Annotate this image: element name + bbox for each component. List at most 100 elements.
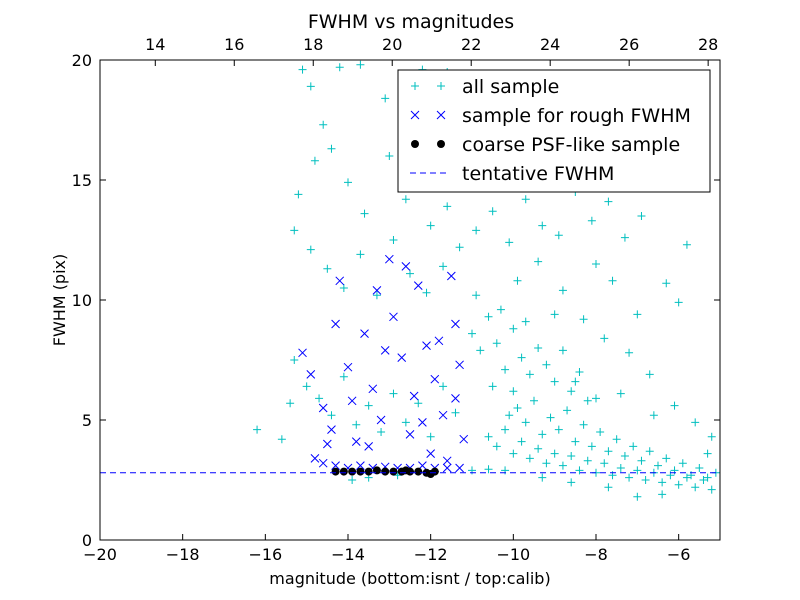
legend-label: all sample xyxy=(462,76,559,98)
rough-fwhm-point xyxy=(318,403,328,413)
top-tick-label: 16 xyxy=(224,35,244,54)
all-sample-point xyxy=(492,339,501,348)
all-sample-point xyxy=(364,401,373,410)
psf-like-point xyxy=(348,467,357,476)
all-sample-point xyxy=(319,120,328,129)
rough-fwhm-point xyxy=(372,286,382,295)
all-sample-point xyxy=(707,432,716,441)
all-sample-point xyxy=(604,447,613,456)
all-sample-point xyxy=(579,315,588,324)
all-sample-point xyxy=(401,195,410,204)
all-sample-point xyxy=(563,406,572,415)
all-sample-point xyxy=(703,473,712,482)
all-sample-point xyxy=(286,399,295,408)
y-tick-label: 5 xyxy=(82,411,92,430)
y-tick-label: 10 xyxy=(72,291,92,310)
all-sample-point xyxy=(277,435,286,444)
rough-fwhm-point xyxy=(418,418,427,427)
rough-fwhm-point xyxy=(364,442,374,451)
all-sample-point xyxy=(625,473,634,482)
all-sample-point xyxy=(550,310,559,319)
psf-like-point xyxy=(381,467,390,476)
all-sample-point xyxy=(356,60,365,69)
all-sample-point xyxy=(468,329,476,338)
legend-marker-2 xyxy=(410,110,420,120)
all-sample-point xyxy=(538,221,547,230)
all-sample-point xyxy=(509,324,518,333)
all-sample-point xyxy=(612,435,621,444)
chart-title: FWHM vs magnitudes xyxy=(308,11,514,33)
all-sample-point xyxy=(389,389,398,398)
top-tick-label: 24 xyxy=(540,35,560,54)
all-sample-point xyxy=(604,483,613,492)
all-sample-point xyxy=(439,382,448,391)
all-sample-point xyxy=(608,276,617,285)
legend-label: coarse PSF-like sample xyxy=(462,134,680,156)
all-sample-point xyxy=(538,473,547,482)
all-sample-point xyxy=(534,344,543,352)
all-sample-point xyxy=(472,291,481,300)
all-sample-point xyxy=(525,454,534,463)
all-sample-point xyxy=(691,418,700,427)
legend-marker-3 xyxy=(437,140,445,148)
y-axis-title: FWHM (pix) xyxy=(50,254,69,347)
rough-fwhm-point xyxy=(376,415,386,425)
all-sample-point xyxy=(484,465,493,474)
rough-fwhm-point xyxy=(442,463,452,473)
all-sample-point xyxy=(670,401,679,410)
top-tick-label: 14 xyxy=(145,35,165,54)
all-sample-point xyxy=(530,396,538,405)
all-sample-point xyxy=(554,425,563,434)
all-sample-point xyxy=(600,459,609,468)
rough-fwhm-point xyxy=(426,449,436,458)
all-sample-point xyxy=(521,195,530,204)
legend-marker-3 xyxy=(411,140,419,148)
x-tick-label: −8 xyxy=(584,545,608,564)
rough-fwhm-point xyxy=(446,271,456,281)
rough-fwhm-point xyxy=(451,319,460,329)
all-sample-point xyxy=(637,212,646,220)
all-sample-point xyxy=(509,449,518,458)
all-sample-point xyxy=(406,269,414,278)
all-sample-point xyxy=(571,377,580,386)
all-sample-point xyxy=(625,348,634,357)
all-sample-point xyxy=(662,454,671,463)
all-sample-point xyxy=(682,473,691,482)
rough-fwhm-point xyxy=(331,319,340,329)
all-sample-point xyxy=(592,394,600,403)
x-tick-label: −18 xyxy=(166,545,200,564)
all-sample-point xyxy=(596,428,605,436)
all-sample-point xyxy=(620,452,629,460)
all-sample-point xyxy=(381,94,390,103)
legend-marker-2 xyxy=(436,110,446,120)
all-sample-point xyxy=(492,442,501,451)
rough-fwhm-point xyxy=(409,391,419,401)
all-sample-point xyxy=(633,492,642,501)
all-sample-point xyxy=(501,425,510,434)
top-tick-label: 28 xyxy=(698,35,718,54)
all-sample-point xyxy=(587,216,596,225)
all-sample-point xyxy=(513,404,522,412)
all-sample-point xyxy=(558,461,567,470)
all-sample-point xyxy=(521,317,530,326)
all-sample-point xyxy=(426,221,435,230)
x-axis-title: magnitude (bottom:isnt / top:calib) xyxy=(269,569,550,588)
rough-fwhm-point xyxy=(397,353,407,362)
all-sample-point xyxy=(649,411,658,420)
all-sample-point xyxy=(674,298,683,307)
rough-fwhm-point xyxy=(368,384,378,394)
top-tick-label: 20 xyxy=(382,35,402,54)
all-sample-point xyxy=(323,264,332,273)
all-sample-point xyxy=(641,476,650,484)
all-sample-point xyxy=(695,464,704,472)
all-sample-point xyxy=(558,346,567,355)
all-sample-point xyxy=(534,257,543,266)
all-sample-point xyxy=(575,368,584,376)
all-sample-point xyxy=(550,377,559,386)
all-sample-point xyxy=(678,459,687,468)
all-sample-point xyxy=(389,236,398,244)
rough-fwhm-point xyxy=(327,425,336,434)
rough-fwhm-point xyxy=(343,362,353,372)
all-sample-point xyxy=(542,459,551,468)
series-3 xyxy=(331,466,439,478)
